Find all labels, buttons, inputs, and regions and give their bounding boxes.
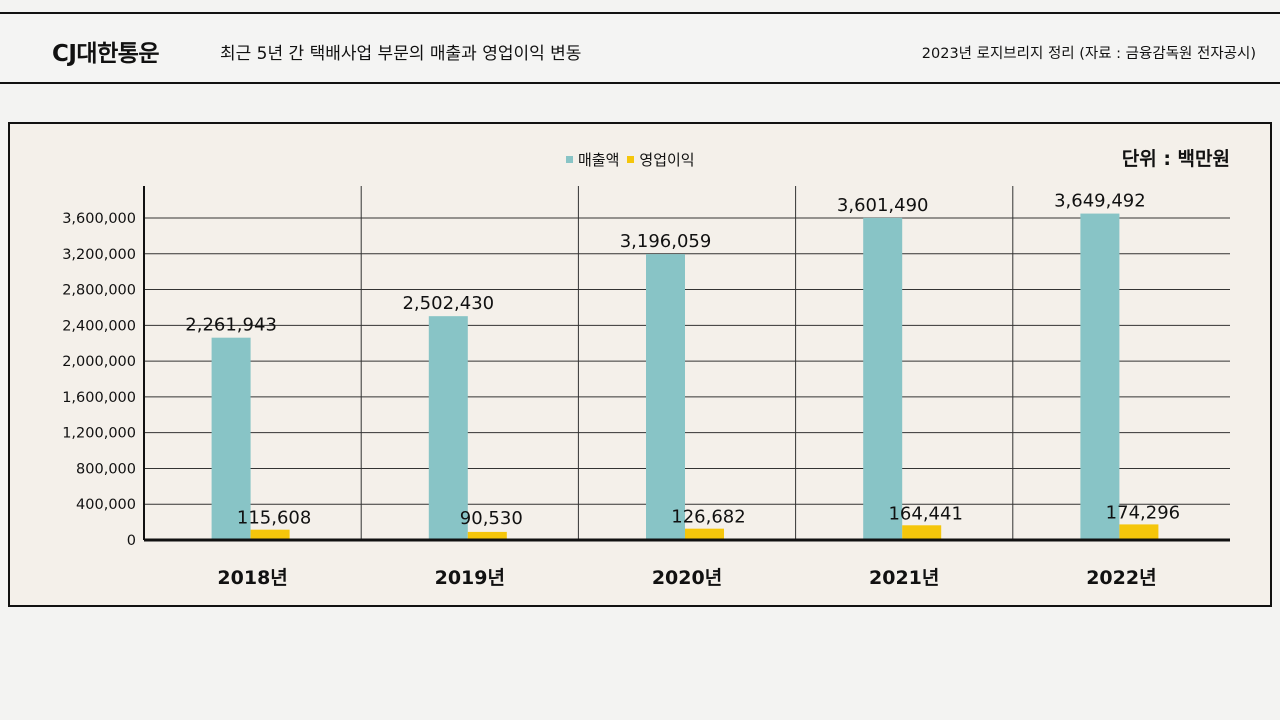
legend-label-profit: 영업이익: [639, 151, 695, 169]
y-tick-label: 400,000: [76, 497, 136, 513]
x-tick-label: 2021년: [869, 567, 939, 589]
legend-swatch-revenue: [566, 156, 573, 163]
bar-profit: [250, 529, 290, 540]
data-label-revenue: 3,601,490: [837, 195, 929, 216]
unit-label: 단위 : 백만원: [1121, 148, 1230, 170]
bar-profit: [902, 525, 942, 540]
source-note: 2023년 로지브리지 정리 (자료 : 금융감독원 전자공시): [921, 46, 1256, 62]
bar-profit: [685, 528, 724, 540]
y-tick-label: 3,600,000: [62, 211, 136, 227]
header-bar: CJ대한통운 최근 5년 간 택배사업 부문의 매출과 영업이익 변동 2023…: [0, 12, 1280, 84]
data-label-profit: 126,682: [671, 507, 745, 528]
bar-revenue: [646, 254, 685, 540]
y-tick-label: 800,000: [76, 461, 136, 477]
bar-profit: [467, 531, 507, 540]
y-tick-label: 1,200,000: [62, 426, 136, 442]
y-tick-label: 2,800,000: [62, 283, 136, 299]
data-label-profit: 174,296: [1106, 502, 1180, 523]
data-label-profit: 164,441: [888, 503, 962, 524]
bar-revenue: [1080, 213, 1120, 540]
x-tick-label: 2018년: [217, 567, 287, 589]
page-subtitle: 최근 5년 간 택배사업 부문의 매출과 영업이익 변동: [220, 44, 582, 64]
y-tick-label: 2,000,000: [62, 354, 136, 370]
legend-swatch-profit: [627, 156, 635, 163]
legend-item-profit: 영업이익: [627, 149, 695, 170]
data-label-profit: 115,608: [237, 508, 311, 529]
y-tick-label: 1,600,000: [62, 390, 136, 406]
bar-revenue: [211, 337, 251, 540]
chart-panel: 단위 : 백만원 매출액 영업이익 0 400,000 800,000 1,200,0…: [8, 122, 1272, 607]
x-tick-label: 2019년: [435, 567, 505, 589]
brand-title: CJ대한통운: [52, 41, 160, 67]
bar-revenue: [428, 316, 468, 540]
bar-revenue: [863, 217, 903, 540]
bar-profit: [1119, 524, 1159, 540]
data-label-revenue: 3,649,492: [1054, 191, 1146, 212]
legend-label-revenue: 매출액: [578, 151, 620, 169]
bar-chart: 0 400,000 800,000 1,200,000 1,600,000 2,000,0…: [62, 186, 1230, 589]
data-label-revenue: 2,261,943: [185, 315, 277, 336]
x-tick-label: 2020년: [652, 567, 722, 589]
x-tick-label: 2022년: [1086, 567, 1156, 589]
data-label-revenue: 2,502,430: [402, 293, 494, 314]
data-label-profit: 90,530: [460, 508, 523, 529]
y-tick-label: 2,400,000: [62, 318, 136, 334]
y-tick-label: 0: [127, 533, 136, 549]
chart-legend: 매출액 영업이익: [566, 149, 703, 170]
legend-item-revenue: 매출액: [566, 149, 619, 170]
data-label-revenue: 3,196,059: [620, 231, 712, 252]
y-tick-label: 3,200,000: [62, 247, 136, 263]
